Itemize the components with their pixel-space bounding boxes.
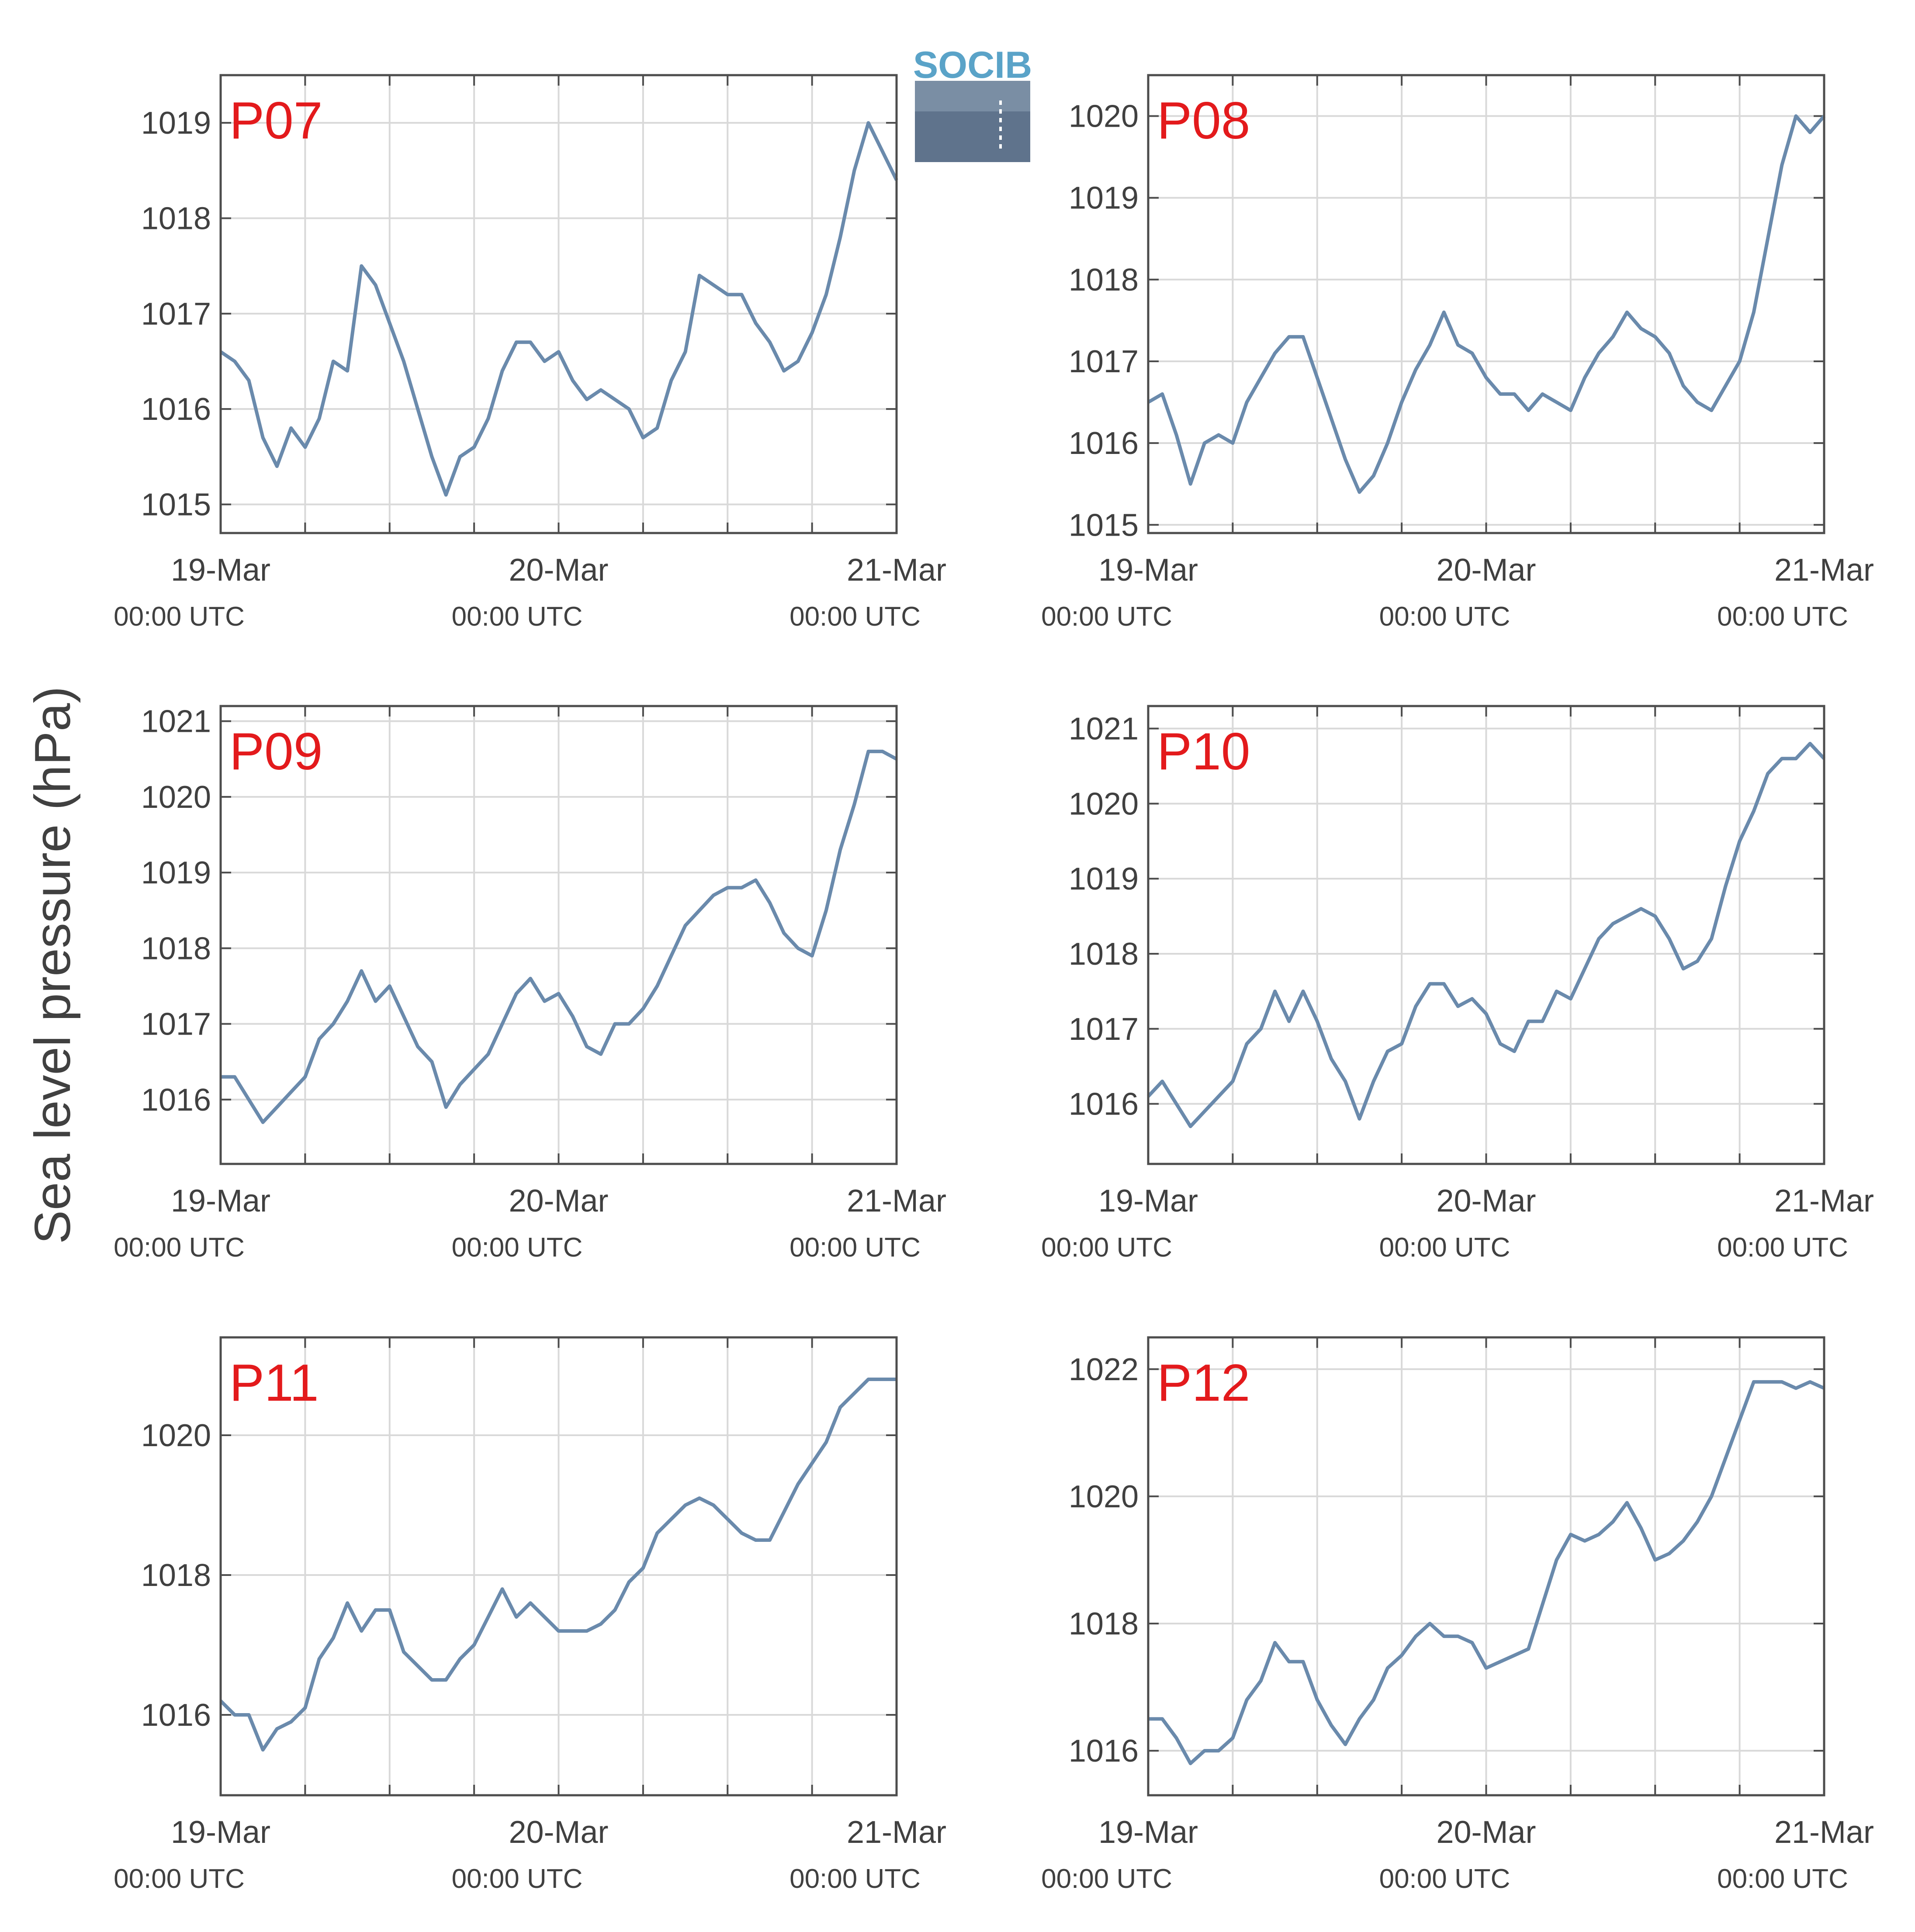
plot-frame: [219, 1336, 898, 1797]
plot-frame: [219, 705, 898, 1165]
plot-frame: [1147, 74, 1825, 534]
series-line-p07: [219, 121, 898, 497]
x-tick-date-label: 21-Mar: [1774, 1815, 1874, 1850]
x-tick-time-label: 00:00 UTC: [1041, 1233, 1172, 1263]
panel-label: P11: [229, 1354, 319, 1412]
y-axis-label: Sea level pressure (hPa): [24, 686, 81, 1244]
panel-p12: 1016 1018 1020 1022 19-Mar 00:00 UTC 20-Mar 00:…: [1041, 1336, 1874, 1894]
x-tick-time-label: 00:00 UTC: [1379, 1864, 1510, 1894]
y-tick-label: 1019: [1069, 862, 1139, 897]
y-tick-label: 1015: [141, 488, 211, 523]
panel-label: P07: [229, 91, 323, 150]
plot-frame: [1147, 705, 1825, 1165]
x-tick-time-label: 00:00 UTC: [452, 1233, 583, 1263]
x-tick-date-label: 21-Mar: [1774, 553, 1874, 588]
y-tick-label: 1022: [1069, 1352, 1139, 1387]
y-tick-label: 1019: [141, 106, 211, 141]
y-tick-label: 1020: [1069, 99, 1139, 134]
x-tick-date-label: 21-Mar: [847, 553, 946, 588]
logo-text: SOCIB: [913, 44, 1032, 86]
x-tick-time-label: 00:00 UTC: [1717, 1233, 1848, 1263]
x-tick-time-label: 00:00 UTC: [790, 1864, 921, 1894]
series-line-p08: [1147, 114, 1826, 494]
plot-frame: [219, 74, 898, 534]
chart-panels: 1015 1016 1017 1018 1019 19-Mar 00:00 UTC 20-Ma…: [114, 74, 1874, 1894]
y-tick-label: 1015: [1069, 508, 1139, 543]
x-tick-date-label: 20-Mar: [1436, 553, 1536, 588]
x-tick-time-label: 00:00 UTC: [1717, 1864, 1848, 1894]
x-tick-time-label: 00:00 UTC: [1717, 602, 1848, 632]
series-line-p10: [1147, 741, 1825, 1129]
y-tick-label: 1018: [1069, 263, 1139, 298]
y-tick-label: 1018: [141, 201, 211, 236]
panel-p11: 1016 1018 1020 19-Mar 00:00 UTC 20-Mar 00:00 U…: [114, 1336, 946, 1894]
y-tick-label: 1016: [1069, 1087, 1139, 1122]
y-tick-label: 1018: [141, 931, 211, 966]
x-tick-date-label: 20-Mar: [1436, 1184, 1536, 1219]
x-tick-date-label: 21-Mar: [1774, 1184, 1874, 1219]
x-tick-time-label: 00:00 UTC: [114, 602, 245, 632]
y-tick-label: 1020: [1069, 786, 1139, 821]
y-tick-label: 1016: [141, 392, 211, 427]
panel-p08: 1015 1016 1017 1018 1019 1020 19-Mar 00:00 UTC 2…: [1041, 74, 1874, 632]
series-line-p11: [219, 1378, 897, 1752]
y-tick-label: 1020: [141, 1418, 211, 1453]
x-tick-time-label: 00:00 UTC: [1041, 1864, 1172, 1894]
y-tick-label: 1016: [141, 1083, 211, 1118]
x-tick-date-label: 19-Mar: [171, 553, 270, 588]
panel-p09: 1016 1017 1018 1019 1020 1021 19-Mar 00:00 UTC 2…: [114, 704, 946, 1263]
series-line-p09: [221, 749, 897, 1124]
panel-p10: 1016 1017 1018 1019 1020 1021 19-Mar 00:00 UTC 2…: [1041, 705, 1874, 1263]
x-tick-time-label: 00:00 UTC: [114, 1233, 245, 1263]
y-tick-label: 1016: [1069, 1734, 1139, 1769]
x-tick-date-label: 21-Mar: [847, 1815, 946, 1850]
x-tick-date-label: 20-Mar: [509, 553, 608, 588]
x-tick-time-label: 00:00 UTC: [1041, 602, 1172, 632]
socib-logo: SOCIB: [913, 44, 1032, 162]
plot-frame: [1147, 1336, 1825, 1797]
x-tick-time-label: 00:00 UTC: [114, 1864, 245, 1894]
x-tick-date-label: 19-Mar: [1098, 1184, 1198, 1219]
y-tick-label: 1019: [141, 855, 211, 890]
series-line-p12: [1148, 1380, 1825, 1766]
panel-label: P09: [229, 722, 323, 781]
x-tick-time-label: 00:00 UTC: [452, 1864, 583, 1894]
x-tick-date-label: 20-Mar: [1436, 1815, 1536, 1850]
x-tick-date-label: 19-Mar: [171, 1815, 270, 1850]
x-tick-time-label: 00:00 UTC: [790, 1233, 921, 1263]
y-tick-label: 1018: [1069, 937, 1139, 972]
panel-label: P10: [1157, 722, 1250, 781]
x-tick-time-label: 00:00 UTC: [1379, 1233, 1510, 1263]
y-tick-label: 1021: [141, 704, 211, 739]
x-tick-time-label: 00:00 UTC: [452, 602, 583, 632]
x-tick-date-label: 21-Mar: [847, 1184, 946, 1219]
x-tick-date-label: 19-Mar: [1098, 553, 1198, 588]
y-tick-label: 1017: [1069, 344, 1139, 379]
panel-p07: 1015 1016 1017 1018 1019 19-Mar 00:00 UTC 20-Ma…: [114, 74, 946, 632]
y-tick-label: 1017: [1069, 1012, 1139, 1047]
x-tick-date-label: 19-Mar: [171, 1184, 270, 1219]
y-tick-label: 1018: [1069, 1607, 1139, 1641]
y-tick-label: 1020: [141, 780, 211, 815]
y-tick-label: 1020: [1069, 1479, 1139, 1514]
y-tick-label: 1017: [141, 1007, 211, 1042]
y-tick-label: 1016: [1069, 426, 1139, 461]
x-tick-date-label: 20-Mar: [509, 1815, 608, 1850]
x-tick-date-label: 20-Mar: [509, 1184, 608, 1219]
panel-label: P08: [1157, 91, 1250, 150]
y-tick-label: 1017: [141, 297, 211, 332]
panel-label: P12: [1157, 1354, 1250, 1412]
y-tick-label: 1021: [1069, 712, 1139, 747]
x-tick-date-label: 19-Mar: [1098, 1815, 1198, 1850]
y-tick-label: 1016: [141, 1698, 211, 1733]
y-tick-label: 1019: [1069, 181, 1139, 216]
y-tick-label: 1018: [141, 1558, 211, 1593]
x-tick-time-label: 00:00 UTC: [790, 602, 921, 632]
x-tick-time-label: 00:00 UTC: [1379, 602, 1510, 632]
